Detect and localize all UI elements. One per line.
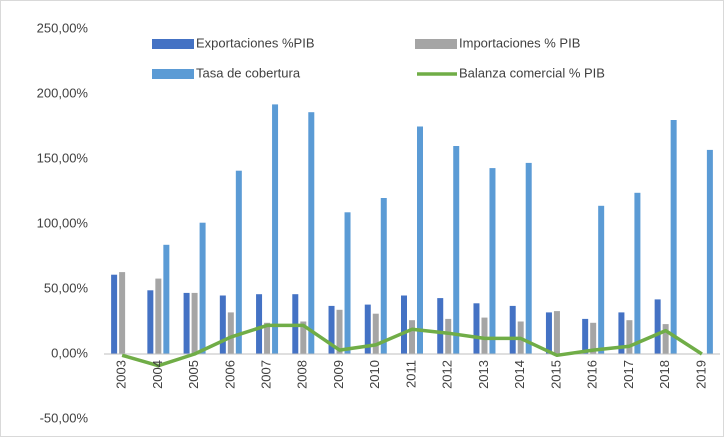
bar: [598, 205, 605, 354]
bar: [111, 274, 118, 354]
x-tick-label: 2019: [693, 360, 708, 389]
y-tick-label: 200,00%: [37, 85, 89, 100]
y-tick-label: 50,00%: [44, 280, 89, 295]
y-tick-label: 250,00%: [37, 20, 89, 35]
bar: [473, 303, 480, 354]
bar: [380, 198, 387, 354]
bar: [670, 120, 677, 354]
bar: [163, 244, 170, 354]
bar: [364, 304, 371, 354]
legend-swatch: [152, 39, 194, 49]
legend-swatch: [415, 39, 457, 49]
bar: [662, 324, 669, 354]
bar: [119, 272, 126, 354]
legend-swatch: [152, 69, 194, 79]
x-tick-label: 2017: [621, 360, 636, 389]
bar: [219, 295, 226, 354]
bar: [654, 299, 661, 354]
bar: [706, 149, 713, 354]
bar: [155, 278, 162, 354]
bar: [300, 321, 307, 354]
bar: [272, 104, 279, 355]
x-tick-label: 2010: [367, 360, 382, 389]
legend-label: Importaciones % PIB: [459, 35, 580, 50]
y-tick-label: 150,00%: [37, 150, 89, 165]
bar: [489, 168, 496, 354]
x-tick-label: 2004: [150, 360, 165, 389]
bar: [525, 162, 532, 354]
x-tick-label: 2012: [440, 360, 455, 389]
bar: [328, 305, 335, 354]
x-tick-label: 2006: [222, 360, 237, 389]
y-tick-label: 100,00%: [37, 215, 89, 230]
bar: [553, 311, 560, 354]
legend-label: Exportaciones %PIB: [196, 35, 315, 50]
x-tick-label: 2005: [186, 360, 201, 389]
bar: [634, 192, 641, 354]
bar: [147, 290, 154, 354]
bar: [618, 312, 625, 354]
bar: [235, 170, 242, 354]
x-tick-label: 2009: [331, 360, 346, 389]
bar: [401, 295, 407, 354]
x-tick-label: 2013: [476, 360, 491, 389]
x-tick-label: 2011: [403, 360, 418, 388]
x-tick-label: 2007: [258, 360, 273, 389]
bar: [227, 312, 234, 354]
y-tick-label: -50,00%: [40, 410, 89, 425]
bar: [183, 292, 190, 354]
x-tick-label: 2015: [548, 360, 563, 389]
bar: [372, 313, 379, 354]
bar: [626, 320, 633, 354]
bar: [191, 292, 198, 354]
bar: [417, 126, 423, 354]
line: [121, 323, 703, 368]
x-tick-label: 2014: [512, 360, 527, 389]
bar: [437, 298, 444, 354]
bar: [344, 212, 351, 354]
bar: [199, 222, 206, 354]
legend-label: Tasa de cobertura: [196, 65, 301, 80]
bar: [336, 309, 343, 354]
bar: [445, 318, 452, 354]
legend-label: Balanza comercial % PIB: [459, 65, 605, 80]
x-tick-label: 2016: [585, 360, 600, 389]
x-tick-label: 2003: [114, 360, 129, 389]
bar: [264, 322, 271, 354]
bar: [453, 146, 460, 354]
bar: [509, 305, 516, 354]
bar: [409, 320, 415, 354]
bar: [582, 318, 589, 354]
bar: [308, 112, 315, 354]
bar: [256, 294, 263, 354]
bar: [545, 312, 552, 354]
x-tick-label: 2018: [657, 360, 672, 389]
bar: [590, 322, 597, 354]
bar: [481, 317, 488, 354]
x-tick-label: 2008: [295, 360, 310, 389]
y-tick-label: 0,00%: [51, 345, 88, 360]
